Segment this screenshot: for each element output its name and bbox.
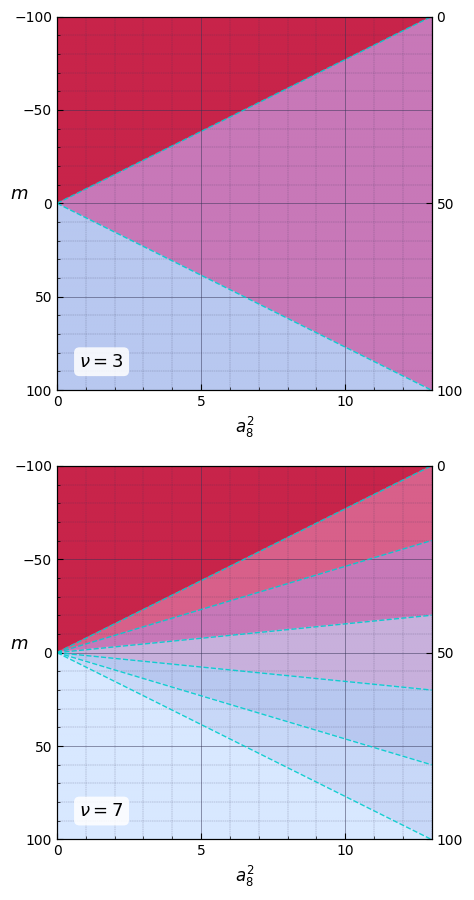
Y-axis label: $m$: $m$ [10, 634, 29, 652]
Text: $\nu = 7$: $\nu = 7$ [80, 802, 124, 820]
X-axis label: $a_8^2$: $a_8^2$ [235, 864, 254, 889]
Y-axis label: $m$: $m$ [10, 185, 29, 203]
Text: $\nu = 3$: $\nu = 3$ [80, 353, 124, 371]
X-axis label: $a_8^2$: $a_8^2$ [235, 415, 254, 439]
